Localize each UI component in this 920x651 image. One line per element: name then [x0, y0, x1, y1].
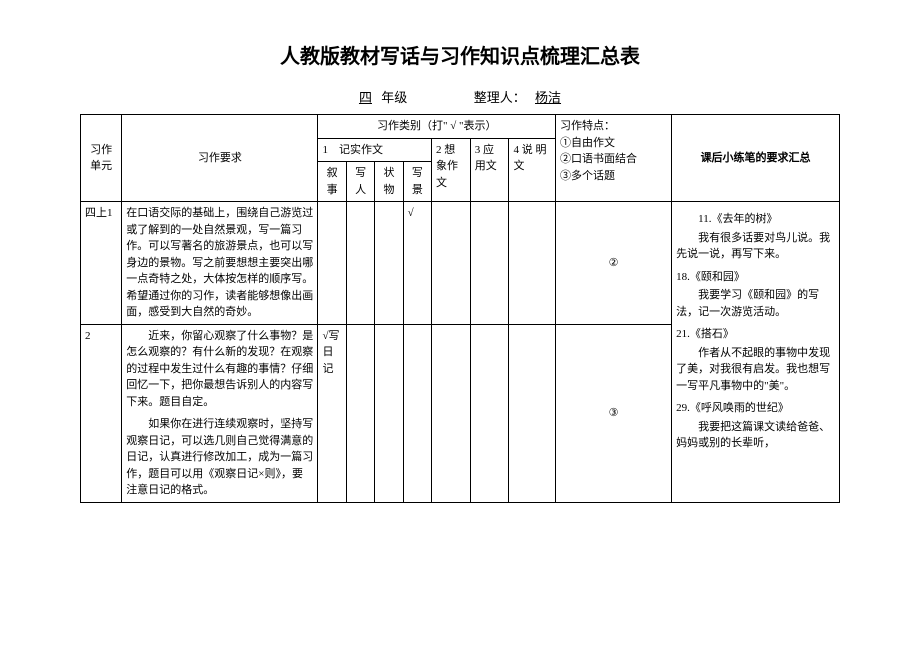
cell-explanation: [509, 202, 555, 325]
note-title: 18.《颐和园》: [676, 269, 835, 286]
header-features: 习作特点： ①自由作文 ②口语书面结合 ③多个话题: [555, 115, 671, 202]
cell-narr-event: [318, 202, 346, 325]
header-unit: 习作单元: [81, 115, 122, 202]
header-requirement: 习作要求: [122, 115, 318, 202]
cell-narr-event: √写日记: [318, 324, 346, 502]
header-category: 习作类别（打" √ "表示）: [318, 115, 555, 139]
note-title: 11.《去年的树》: [676, 211, 835, 228]
header-imagination: 2 想象作文: [432, 138, 471, 202]
cell-narr-person: [346, 324, 374, 502]
cell-narr-scene: [403, 324, 431, 502]
header-narrative: 1 记实作文: [318, 138, 432, 162]
req-p2: 如果你在进行连续观察时，坚持写观察日记，可以选几则自己觉得满意的日记，认真进行修…: [126, 416, 313, 499]
cell-requirement: 在口语交际的基础上，围绕自己游览过或了解到的一处自然景观，写一篇习作。可以写著名…: [122, 202, 318, 325]
cell-unit: 2: [81, 324, 122, 502]
header-notes: 课后小练笔的要求汇总: [672, 115, 840, 202]
cell-unit: 四上1: [81, 202, 122, 325]
header-application: 3 应用文: [470, 138, 509, 202]
note-body: 我有很多话要对鸟儿说。我先说一说，再写下来。: [676, 230, 835, 263]
header-narr-event: 叙事: [318, 162, 346, 202]
cell-feature: ③: [555, 324, 671, 502]
organizer-label: 整理人：: [474, 90, 526, 105]
organizer-value: 杨洁: [529, 87, 567, 106]
header-row-1: 习作单元 习作要求 习作类别（打" √ "表示） 习作特点： ①自由作文 ②口语…: [81, 115, 840, 139]
req-p1: 近来，你留心观察了什么事物？是怎么观察的？有什么新的发现？在观察的过程中发生过什…: [126, 328, 313, 411]
header-explanation: 4 说 明文: [509, 138, 555, 202]
grade-suffix: 年级: [381, 90, 407, 105]
cell-explanation: [509, 324, 555, 502]
cell-application: [470, 324, 509, 502]
note-body: 作者从不起眼的事物中发现了美，对我很有启发。我也想写一写平凡事物中的"美"。: [676, 345, 835, 395]
page-title: 人教版教材写话与习作知识点梳理汇总表: [80, 40, 840, 69]
cell-imagination: [432, 324, 471, 502]
cell-narr-object: [375, 202, 403, 325]
header-narr-scene: 写景: [403, 162, 431, 202]
note-body: 我要把这篇课文读给爸爸、妈妈或别的长辈听，: [676, 419, 835, 452]
note-title: 29.《呼风唤雨的世纪》: [676, 400, 835, 417]
cell-narr-person: [346, 202, 374, 325]
meta-row: 四 年级 整理人： 杨洁: [80, 87, 840, 106]
header-narr-object: 状物: [375, 162, 403, 202]
cell-narr-object: [375, 324, 403, 502]
note-title: 21.《搭石》: [676, 326, 835, 343]
cell-application: [470, 202, 509, 325]
cell-imagination: [432, 202, 471, 325]
grade-value: 四: [353, 87, 378, 106]
cell-notes: 11.《去年的树》 我有很多话要对鸟儿说。我先说一说，再写下来。 18.《颐和园…: [672, 202, 840, 503]
summary-table: 习作单元 习作要求 习作类别（打" √ "表示） 习作特点： ①自由作文 ②口语…: [80, 114, 840, 503]
cell-narr-scene: √: [403, 202, 431, 325]
cell-feature: ②: [555, 202, 671, 325]
header-narr-person: 写人: [346, 162, 374, 202]
cell-requirement: 近来，你留心观察了什么事物？是怎么观察的？有什么新的发现？在观察的过程中发生过什…: [122, 324, 318, 502]
table-row: 四上1 在口语交际的基础上，围绕自己游览过或了解到的一处自然景观，写一篇习作。可…: [81, 202, 840, 325]
note-body: 我要学习《颐和园》的写法，记一次游览活动。: [676, 287, 835, 320]
